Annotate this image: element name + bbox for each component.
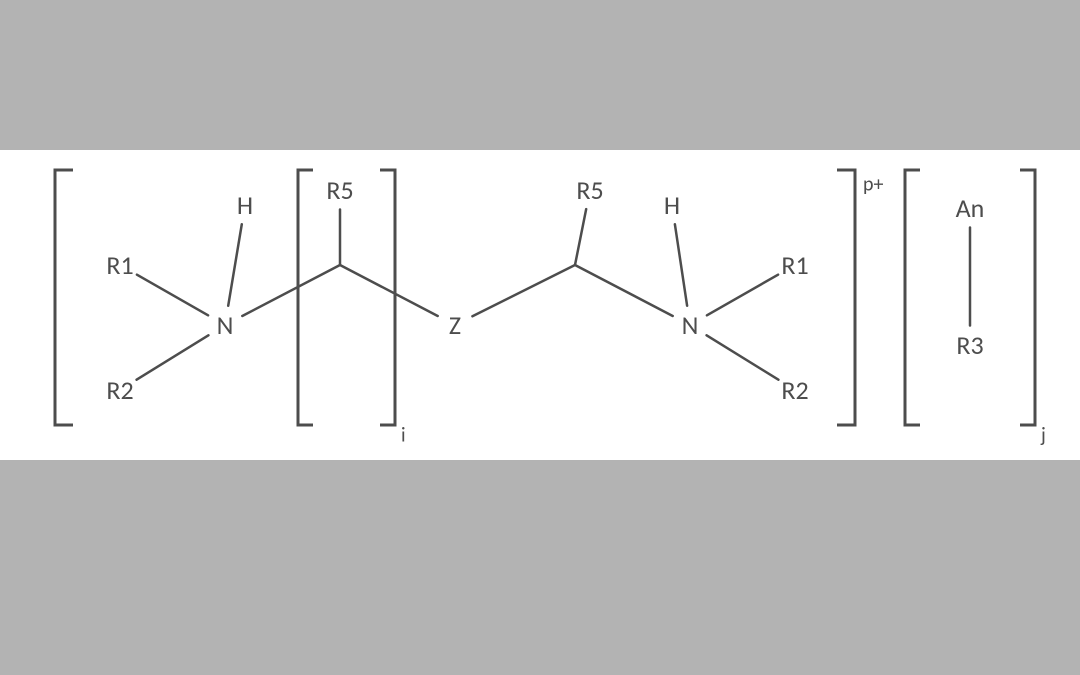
atom-label-R5b: R5 (576, 174, 603, 206)
atom-label-H1: H (237, 189, 253, 221)
atom-label-R2a: R2 (106, 374, 133, 406)
bond-H1-N1 (228, 224, 242, 306)
bond-N1-C1 (242, 265, 340, 316)
bond-R1a-N1 (137, 275, 208, 316)
atom-label-R1b: R1 (781, 249, 808, 281)
bond-N2-H2 (675, 224, 687, 305)
bond-C1-Z (340, 265, 438, 316)
bond-R2a-N1 (137, 335, 209, 379)
bracket-left (55, 170, 73, 425)
bracket-right (380, 170, 395, 425)
atom-label-R3: R3 (956, 329, 983, 361)
bracket-subscript: j (1040, 423, 1046, 447)
atom-label-An: An (956, 192, 985, 224)
atom-label-R1a: R1 (106, 249, 133, 281)
atom-label-R5a: R5 (326, 174, 353, 206)
bond-N2-R2b (707, 335, 779, 379)
bracket-left (298, 170, 313, 425)
bracket-subscript: i (401, 423, 406, 447)
diagram-panel: N R1 R2 H R5 Z R5 N H R1 R2 An R3 p+ i j (0, 150, 1080, 460)
bracket-right (837, 170, 855, 425)
atom-label-R2b: R2 (781, 374, 808, 406)
atom-label-N2: N (682, 309, 699, 341)
bracket-left (905, 170, 920, 425)
bracket-superscript: p+ (863, 172, 884, 196)
atom-label-N1: N (217, 309, 234, 341)
bond-C2-R5b (575, 209, 586, 265)
bond-Z-C2 (472, 265, 575, 316)
atom-label-H2: H (664, 189, 680, 221)
bracket-right (1020, 170, 1035, 425)
bond-C2-N2 (575, 265, 673, 316)
chemical-structure-svg: N R1 R2 H R5 Z R5 N H R1 R2 An R3 p+ i j (0, 150, 1080, 460)
atom-label-Z: Z (449, 309, 461, 341)
bond-N2-R1b (707, 275, 778, 316)
